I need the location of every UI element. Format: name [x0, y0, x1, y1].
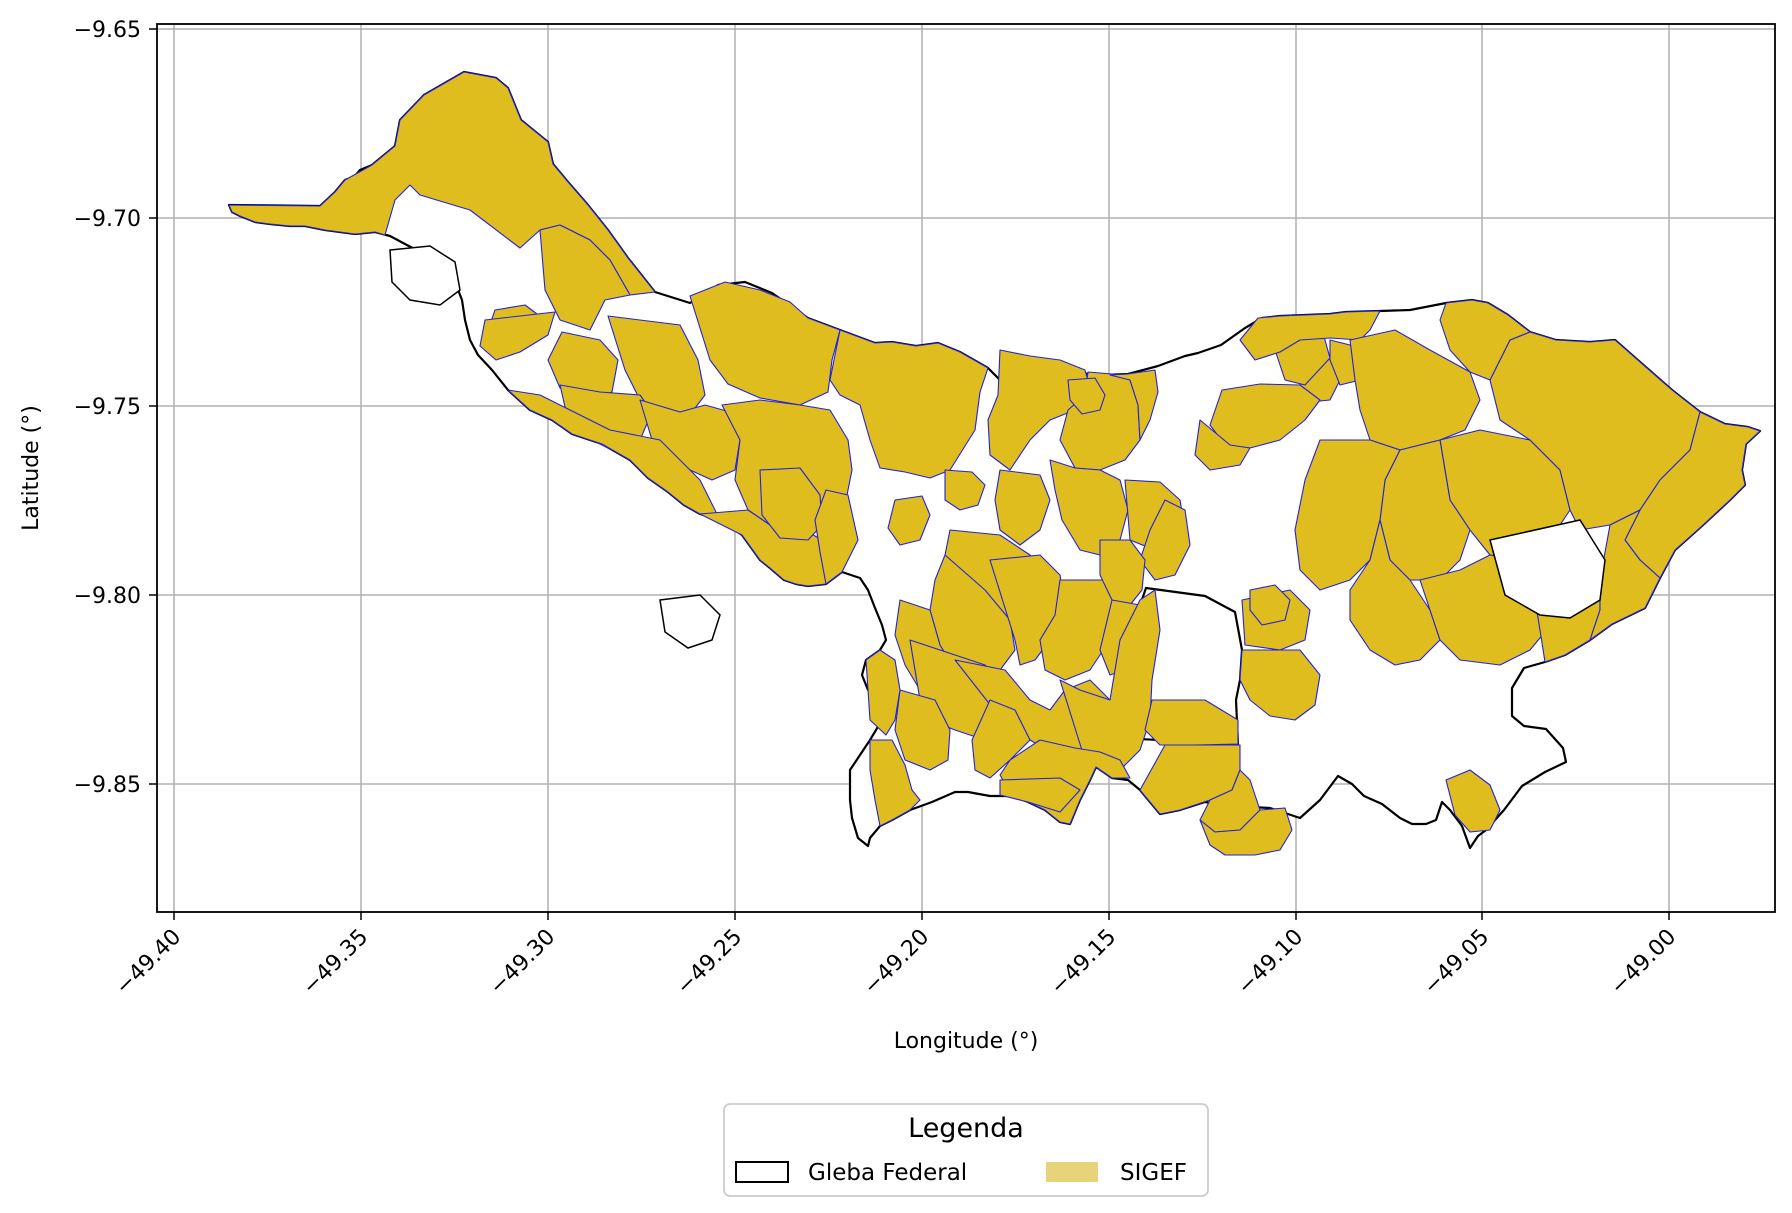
y-axis-label: Latitude (°)	[19, 405, 44, 531]
legend-sigef-label: SIGEF	[1120, 1160, 1187, 1186]
y-tick-marks	[149, 29, 157, 784]
y-tick-label: −9.80	[74, 584, 141, 609]
y-tick-label: −9.65	[74, 18, 141, 43]
x-tick-marks	[174, 912, 1669, 920]
y-tick-label: −9.75	[74, 395, 141, 420]
x-tick-label: −49.25	[672, 925, 747, 1000]
y-tick-labels: −9.65 −9.70 −9.75 −9.80 −9.85	[74, 18, 141, 798]
x-tick-label: −49.00	[1606, 925, 1681, 1000]
legend-gleba-label: Gleba Federal	[808, 1160, 967, 1186]
gleba-hole	[660, 595, 720, 648]
legend-sigef-swatch	[1046, 1162, 1098, 1182]
legend-gleba-swatch	[736, 1162, 788, 1182]
x-tick-label: −49.40	[111, 925, 186, 1000]
y-tick-label: −9.85	[74, 773, 141, 798]
y-tick-label: −9.70	[74, 207, 141, 232]
x-tick-labels: −49.40 −49.35 −49.30 −49.25 −49.20 −49.1…	[111, 925, 1681, 1000]
legend-title: Legenda	[908, 1113, 1024, 1144]
x-axis-label: Longitude (°)	[894, 1029, 1039, 1054]
legend: Legenda Gleba Federal SIGEF	[724, 1104, 1208, 1196]
x-tick-label: −49.35	[298, 925, 373, 1000]
x-tick-label: −49.20	[859, 925, 934, 1000]
x-tick-label: −49.05	[1419, 925, 1494, 1000]
x-tick-label: −49.15	[1046, 925, 1121, 1000]
x-tick-label: −49.30	[485, 925, 560, 1000]
x-tick-label: −49.10	[1233, 925, 1308, 1000]
